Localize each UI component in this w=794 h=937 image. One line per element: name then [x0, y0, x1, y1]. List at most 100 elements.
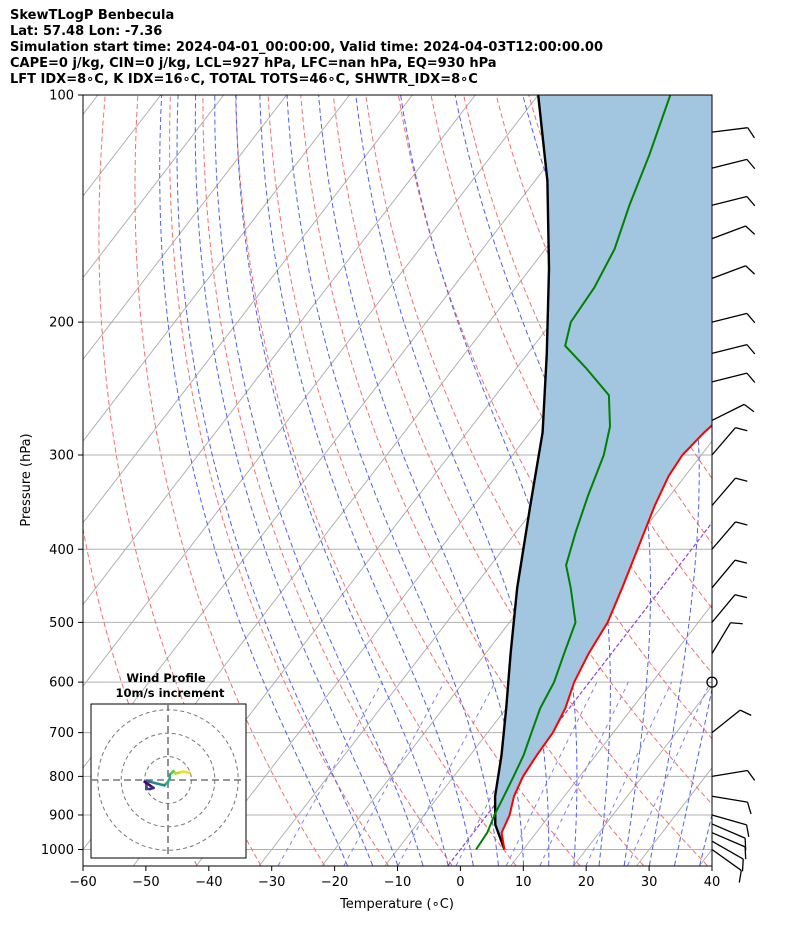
- wind-barb: [711, 769, 756, 781]
- wind-barb-flag: [735, 427, 748, 432]
- wind-barb-staff: [711, 814, 747, 826]
- wind-barb: [711, 158, 756, 170]
- mixing-ratio-line: [277, 681, 383, 866]
- dewpoint-line: [475, 95, 672, 851]
- moist-adiabat: [400, 95, 578, 866]
- wind-barb: [711, 594, 748, 623]
- wind-barb-flag: [738, 870, 742, 883]
- cape-shaded-area: [495, 95, 712, 850]
- wind-barb-staff: [711, 795, 748, 803]
- wind-barb: [711, 840, 744, 872]
- mixing-ratio-line: [627, 681, 711, 866]
- profile-lines: [475, 95, 712, 851]
- wind-barb-flag: [741, 859, 744, 872]
- wind-barb-flag: [743, 403, 755, 413]
- wind-barb-flag: [746, 196, 756, 207]
- wind-barb: [711, 127, 755, 139]
- background-lines: [83, 95, 794, 866]
- x-axis-label: Temperature (∘C): [339, 897, 454, 912]
- wind-barb-staff: [711, 372, 748, 383]
- y-tick-label: 900: [49, 808, 74, 823]
- wind-barb-flag: [734, 559, 748, 564]
- wind-barb-staff: [711, 403, 745, 422]
- wind-barb-flag: [745, 225, 756, 235]
- dry-adiabat: [169, 95, 389, 866]
- wind-barb: [711, 521, 748, 550]
- moist-adiabat: [286, 95, 499, 866]
- moist-adiabat: [318, 95, 525, 866]
- y-axis-ticks: 1000 900 800 700 600 500 400 300 200 100: [41, 89, 83, 858]
- wind-barb: [711, 823, 747, 851]
- dry-adiabat: [757, 95, 794, 866]
- dry-adiabat: [235, 95, 517, 866]
- simulation-times: Simulation start time: 2024-04-01_00:00:…: [10, 40, 603, 55]
- wind-barb-flag: [746, 801, 752, 815]
- wind-barb-flag: [739, 709, 752, 716]
- x-tick-label: −30: [258, 875, 285, 890]
- wind-barb-staff: [711, 832, 746, 848]
- moist-adiabat: [259, 95, 474, 866]
- dry-adiabat: [267, 95, 581, 866]
- isotherm: [83, 95, 539, 687]
- moist-adiabat: [159, 95, 348, 866]
- station-coordinates: Lat: 57.48 Lon: -7.36: [10, 24, 163, 39]
- wind-barb-staff: [711, 477, 736, 506]
- mixing-ratio-line: [343, 681, 445, 866]
- wind-barb-staff: [711, 127, 748, 133]
- wind-barb-flag: [746, 158, 756, 170]
- wind-barb-flag: [746, 312, 756, 324]
- wind-barb: [711, 848, 742, 883]
- x-tick-label: 10: [515, 875, 532, 890]
- cape-area-layer: [495, 95, 712, 850]
- wind-barb-flag: [744, 838, 747, 851]
- hodograph-plot: [91, 704, 246, 858]
- stability-indices-1: CAPE=0 j/kg, CIN=0 j/kg, LCL=927 hPa, LF…: [10, 56, 497, 71]
- x-tick-label: 20: [578, 875, 595, 890]
- wind-barb-staff: [711, 709, 741, 734]
- wind-barb: [711, 225, 756, 240]
- wind-barb-calm: [706, 676, 718, 688]
- wind-barb-staff: [711, 594, 736, 623]
- isotherm: [384, 440, 712, 866]
- wind-barb-staff: [711, 225, 746, 240]
- wind-barb: [711, 622, 743, 654]
- wind-barb-staff: [711, 840, 744, 860]
- isotherm: [83, 95, 287, 361]
- x-axis-ticks: −60 −50 −40 −30 −20 −10 0 10 20 30 40: [69, 866, 720, 890]
- wind-barbs: [706, 127, 756, 883]
- dry-adiabat: [789, 95, 794, 866]
- x-tick-label: 40: [704, 875, 721, 890]
- wind-barb-flag: [746, 770, 756, 781]
- y-tick-label: 300: [49, 448, 74, 463]
- wind-barb-flag: [747, 127, 755, 139]
- wind-barb: [711, 403, 755, 422]
- mixing-ratio-line: [585, 681, 673, 866]
- dry-adiabat: [365, 95, 712, 805]
- mixing-ratio-line: [505, 681, 598, 866]
- y-tick-label: 500: [49, 616, 74, 631]
- moist-adiabat: [176, 95, 374, 866]
- wind-barb: [711, 372, 756, 383]
- wind-barb: [711, 312, 756, 324]
- wind-barb-staff: [711, 158, 748, 169]
- moist-adiabat: [699, 812, 712, 866]
- wind-barb-staff: [711, 559, 736, 589]
- wind-barb-flag: [730, 622, 743, 625]
- isotherm: [83, 95, 225, 279]
- wind-barb: [711, 814, 750, 838]
- mixing-ratio-line: [397, 681, 496, 866]
- moist-adiabat: [214, 95, 424, 866]
- wind-barb: [711, 427, 748, 456]
- dry-adiabat: [332, 95, 708, 866]
- isotherm: [699, 848, 712, 866]
- y-tick-label: 100: [49, 89, 74, 104]
- hodograph-trace-segment: [143, 780, 152, 787]
- x-tick-label: −60: [69, 875, 96, 890]
- wind-barb-staff: [711, 521, 736, 550]
- dry-adiabat: [724, 95, 794, 866]
- wind-barb-flag: [745, 265, 756, 275]
- x-tick-label: 0: [456, 875, 464, 890]
- wind-barb-staff: [711, 312, 748, 323]
- x-tick-label: −20: [321, 875, 348, 890]
